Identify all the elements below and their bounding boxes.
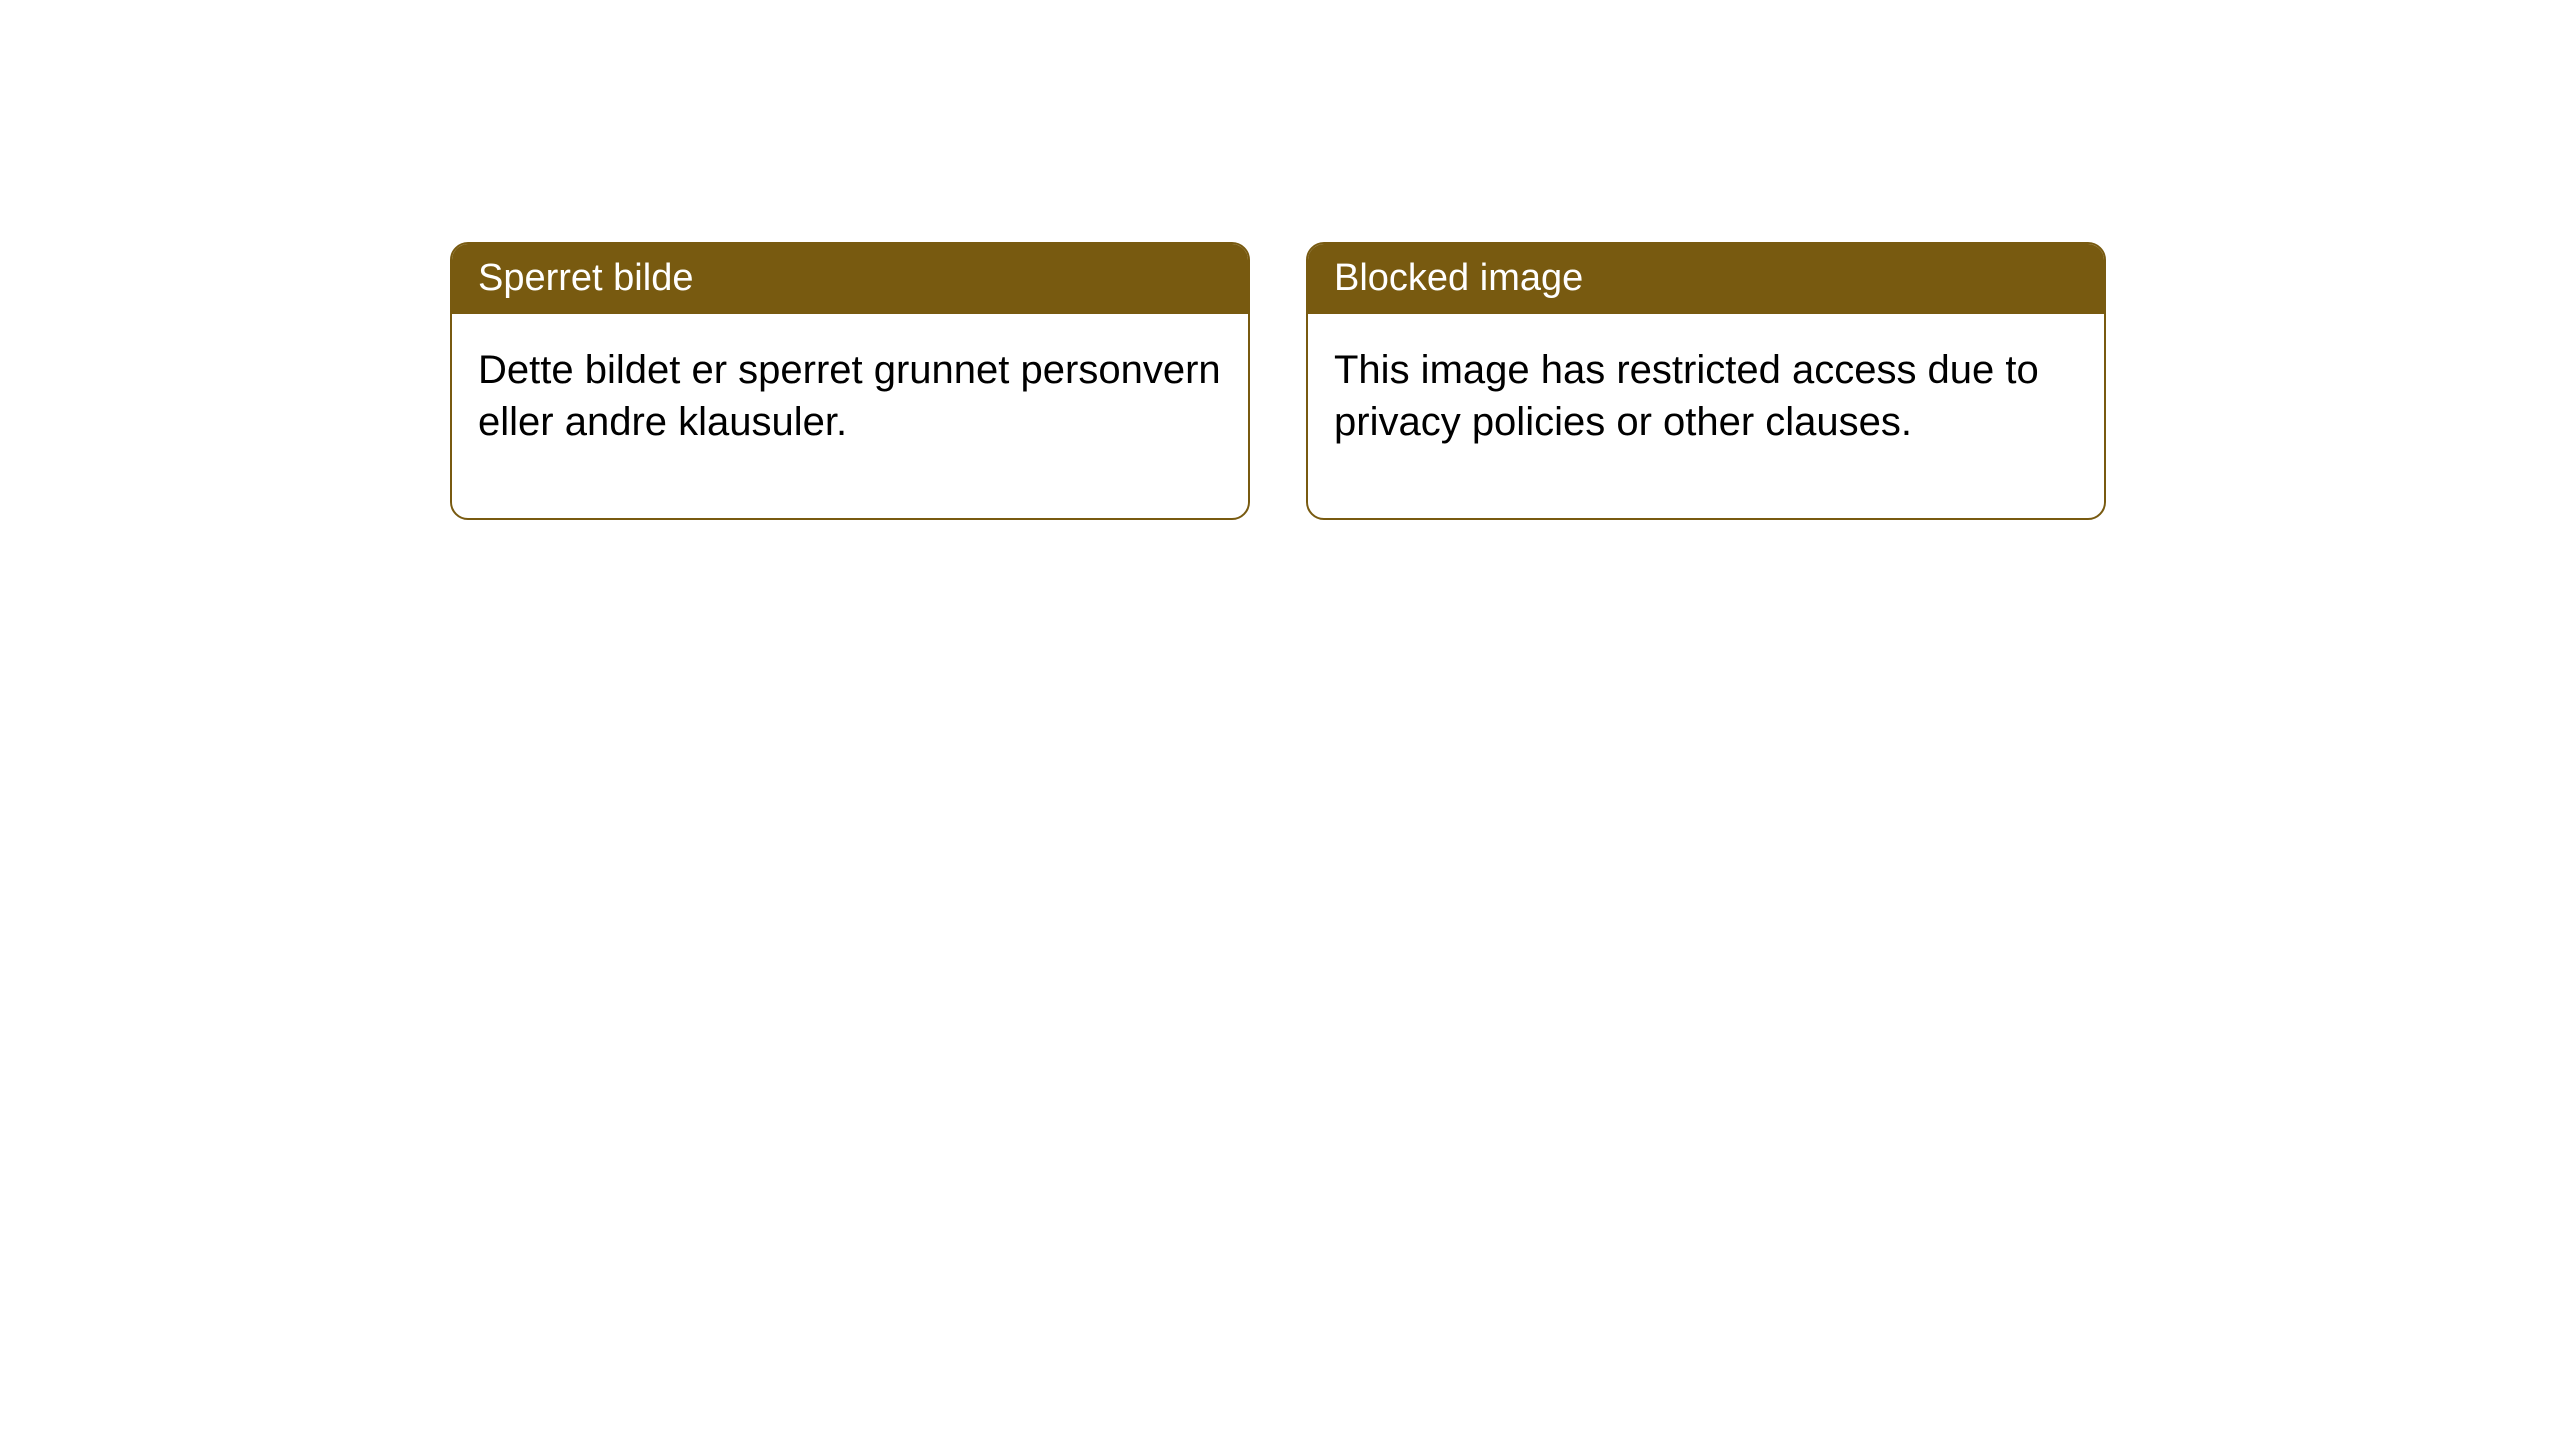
notice-card-english: Blocked image This image has restricted … xyxy=(1306,242,2106,520)
notice-body: Dette bildet er sperret grunnet personve… xyxy=(452,314,1248,518)
notice-container: Sperret bilde Dette bildet er sperret gr… xyxy=(450,242,2106,520)
notice-card-norwegian: Sperret bilde Dette bildet er sperret gr… xyxy=(450,242,1250,520)
notice-header: Sperret bilde xyxy=(452,244,1248,314)
notice-body: This image has restricted access due to … xyxy=(1308,314,2104,518)
notice-header: Blocked image xyxy=(1308,244,2104,314)
